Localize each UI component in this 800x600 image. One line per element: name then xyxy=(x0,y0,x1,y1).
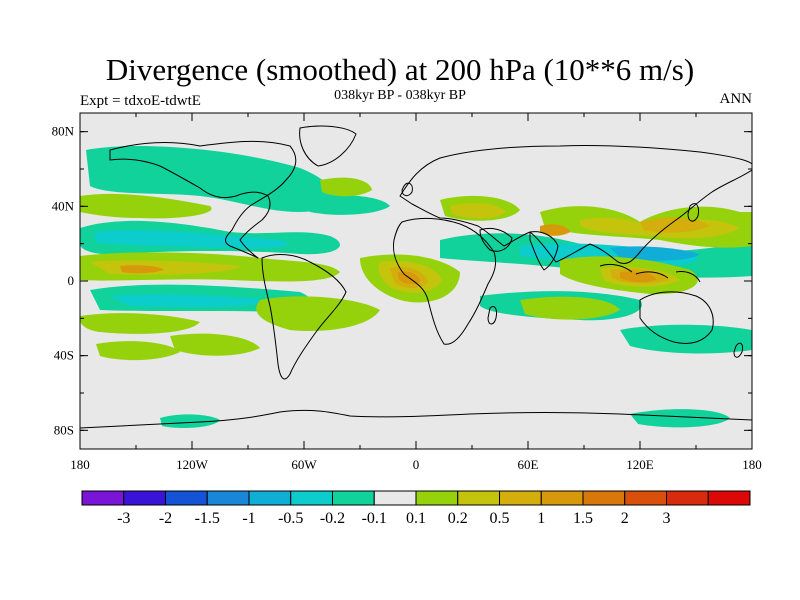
colorbar-swatch xyxy=(415,490,459,506)
colorbar-swatch xyxy=(81,490,125,506)
coastline-india xyxy=(529,231,559,271)
colorbar-swatch xyxy=(707,490,751,506)
plot-title: Divergence (smoothed) at 200 hPa (10**6 … xyxy=(105,52,695,87)
field-region xyxy=(80,193,212,219)
field-region xyxy=(80,313,200,334)
field-region xyxy=(160,414,220,428)
colorbar-label: 1.5 xyxy=(573,510,593,527)
field-region xyxy=(620,271,656,283)
season-label: ANN xyxy=(719,91,753,107)
field-region xyxy=(300,195,390,215)
colorbar-swatch xyxy=(540,490,584,506)
divergence-map xyxy=(79,112,753,450)
coastline-south-america xyxy=(261,254,347,380)
colorbar-swatch xyxy=(332,490,375,506)
colorbar-swatch xyxy=(582,490,626,506)
x-tick-label: 0 xyxy=(413,457,420,472)
colorbar-label: -0.1 xyxy=(362,510,387,527)
x-tick-label: 120W xyxy=(176,457,209,472)
colorbar-label: -3 xyxy=(117,510,130,527)
colorbar-label: 3 xyxy=(663,510,671,527)
colorbar-swatch xyxy=(624,490,667,506)
x-tick-label: 60E xyxy=(518,457,539,472)
y-tick-label: 80S xyxy=(54,422,74,437)
colorbar-label: -2 xyxy=(159,510,172,527)
coastline-arabia xyxy=(479,227,513,252)
colorbar-label: -0.2 xyxy=(320,510,345,527)
coastline-indonesia xyxy=(599,263,701,283)
x-axis: 180 120W 60W 0 60E 120E 180 xyxy=(70,113,762,472)
field-region xyxy=(94,230,288,249)
coastline-australia xyxy=(639,291,714,344)
colorbar-swatch xyxy=(373,490,417,506)
field-region xyxy=(170,333,260,356)
field-region xyxy=(610,246,700,261)
field-region xyxy=(320,177,372,197)
coastlines xyxy=(80,125,752,429)
positive-regions xyxy=(80,177,752,361)
colorbar-swatch xyxy=(123,490,166,506)
field-region xyxy=(520,296,620,320)
y-tick-label: 0 xyxy=(68,273,75,288)
field-region xyxy=(540,224,570,236)
field-region xyxy=(120,265,164,274)
y-axis: 80N 40N 0 40S 80S xyxy=(52,124,752,437)
x-tick-label: 180 xyxy=(742,457,762,472)
colorbar-label: 0.5 xyxy=(490,510,510,527)
coastline-europe-asia xyxy=(399,144,752,265)
colorbar: -3 -2 -1.5 -1 -0.5 -0.2 -0.1 0.1 0.2 0.5 1 1.5 2 3 xyxy=(81,490,751,527)
colorbar-swatch xyxy=(457,490,500,506)
coastline-antarctica xyxy=(80,409,752,429)
coastline-greenland xyxy=(299,125,357,167)
field-region xyxy=(256,296,380,332)
x-tick-label: 120E xyxy=(626,457,654,472)
colorbar-label: 0.1 xyxy=(406,510,426,527)
field-region xyxy=(450,203,506,219)
y-tick-label: 40S xyxy=(54,348,74,363)
colorbar-label: 0.2 xyxy=(448,510,468,527)
y-tick-label: 40N xyxy=(52,198,75,213)
colorbar-swatch xyxy=(248,490,292,506)
colorbar-label: -1.5 xyxy=(195,510,220,527)
coastline-uk xyxy=(401,182,413,197)
colorbar-label: -0.5 xyxy=(278,510,303,527)
coastline-north-america xyxy=(109,140,297,259)
colorbar-swatch xyxy=(290,490,333,506)
field-region xyxy=(630,409,730,428)
colorbar-swatch xyxy=(206,490,250,506)
colorbar-label: 1 xyxy=(537,510,545,527)
y-tick-label: 80N xyxy=(52,124,75,139)
colorbar-label: 2 xyxy=(621,510,629,527)
experiment-label: Expt = tdxoE-tdwtE xyxy=(80,93,201,109)
x-tick-label: 60W xyxy=(291,457,317,472)
colorbar-swatch xyxy=(165,490,208,506)
colorbar-swatch xyxy=(499,490,542,506)
x-tick-label: 180 xyxy=(70,457,90,472)
colorbar-label: -1 xyxy=(242,510,255,527)
field-region xyxy=(110,294,270,308)
colorbar-swatch xyxy=(666,490,709,506)
coastline-africa xyxy=(393,217,497,345)
field-region xyxy=(96,341,180,361)
coastline-madagascar xyxy=(487,305,497,325)
coastline-new-zealand xyxy=(733,342,743,358)
plot-subtitle: 038kyr BP - 038kyr BP xyxy=(334,88,466,103)
coastline-japan xyxy=(687,203,699,222)
